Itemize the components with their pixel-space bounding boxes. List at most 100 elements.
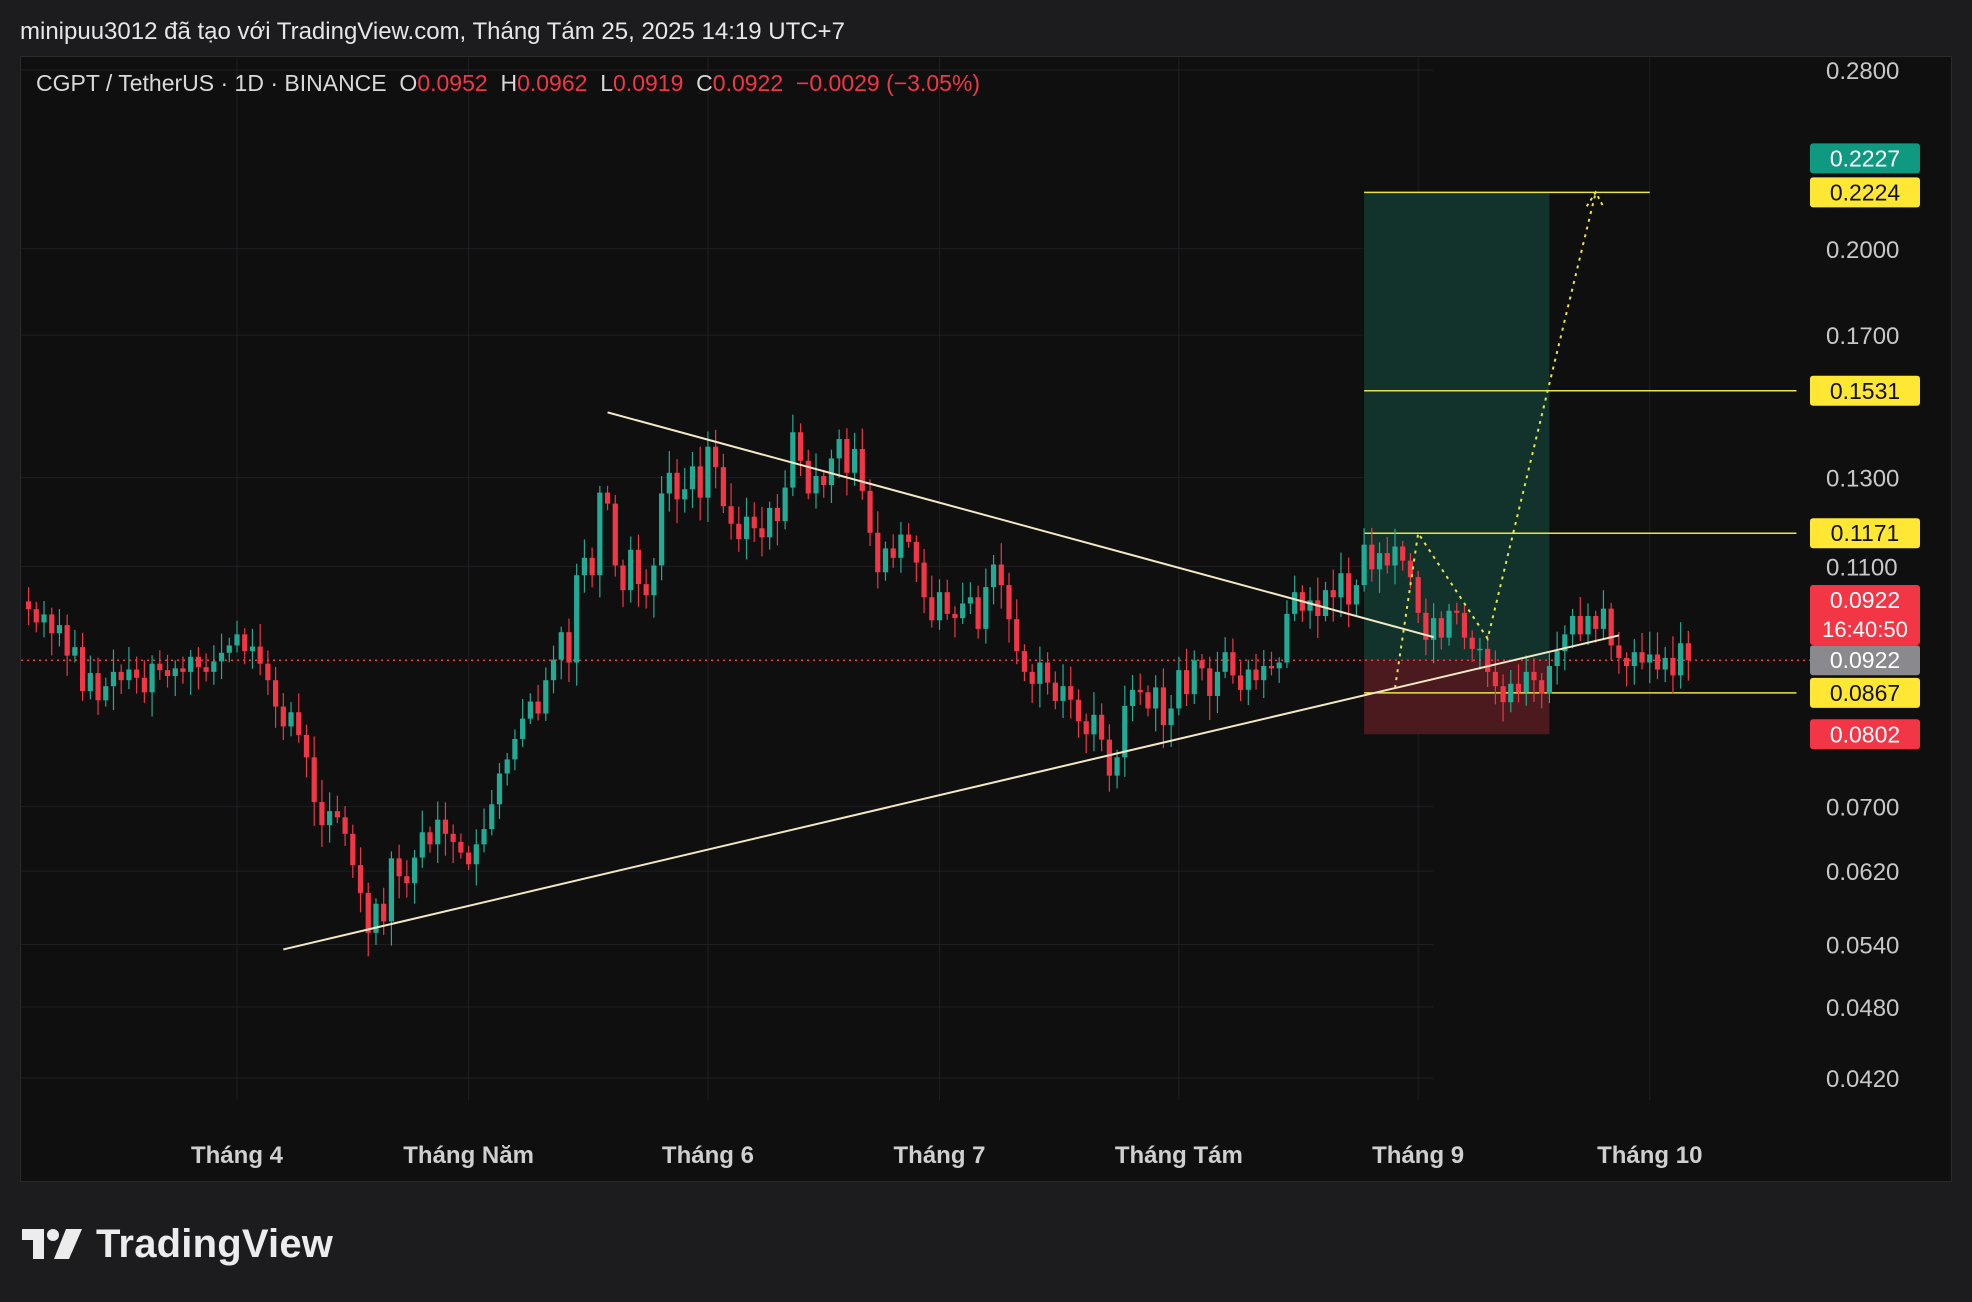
time-tick-label: Tháng 6 (662, 1142, 754, 1169)
price-badge-gray-bg (1810, 645, 1920, 676)
candle-body (64, 625, 70, 656)
candle-body (751, 516, 757, 529)
price-badge-yellow-bg (1810, 177, 1920, 208)
candle-body (774, 507, 780, 522)
candle-body (419, 832, 425, 858)
candle-body (496, 773, 503, 805)
candle-body (1176, 670, 1182, 709)
candle-body (195, 656, 201, 668)
candle-body (226, 645, 232, 653)
candle-body (697, 466, 703, 498)
price-badge-yellow-bg (1810, 375, 1920, 406)
candle-body (49, 614, 55, 634)
price-tick-label: 0.0480 (1826, 995, 1899, 1022)
candle-body (913, 541, 919, 563)
tradingview-logo[interactable]: TradingView (22, 1218, 333, 1270)
projection-arrowhead (1585, 190, 1605, 208)
candle-body (620, 565, 626, 591)
ohlc-legend: CGPT / TetherUS · 1D · BINANCE O0.0952 H… (36, 70, 980, 97)
candle-body (882, 548, 889, 573)
candle-body (1546, 666, 1552, 694)
candle-body (713, 446, 719, 468)
candle-body (535, 701, 541, 714)
candle-body (1106, 739, 1112, 776)
candle-body (311, 757, 317, 803)
bar-countdown: 16:40:50 (1822, 617, 1908, 642)
price-badge-gray: 0.0922 (1830, 647, 1900, 673)
candle-body (350, 833, 356, 866)
candle-body (558, 632, 564, 660)
candle-body (1230, 652, 1236, 676)
candle-body (1338, 573, 1344, 598)
candle-body (643, 584, 649, 596)
high-label: H (500, 70, 518, 96)
candle-body (319, 802, 325, 826)
candle-body (952, 613, 958, 619)
candle-body (581, 557, 587, 576)
candle-body (906, 534, 912, 542)
price-badge-green: 0.2227 (1830, 145, 1900, 171)
candle-body (1639, 652, 1645, 663)
close-label: C (696, 70, 713, 96)
candle-body (450, 833, 456, 842)
candle-body (659, 493, 665, 566)
candle-body (875, 532, 881, 573)
price-tick-label: 0.0620 (1826, 859, 1899, 886)
candle-body (852, 449, 858, 473)
last-price-badge-bg (1810, 585, 1920, 645)
candle-body (1384, 553, 1390, 566)
candle-body (805, 460, 811, 494)
candle-body (396, 858, 402, 877)
candle-body (296, 712, 302, 735)
loss-zone (1364, 660, 1550, 735)
candle-body (1307, 600, 1313, 611)
candle-body (728, 506, 734, 524)
candle-body (1608, 608, 1614, 646)
trendline (607, 411, 1434, 639)
low-value: 0.0919 (613, 70, 684, 96)
candle-body (944, 592, 950, 614)
candle-body (242, 634, 248, 652)
candle-body (373, 903, 379, 933)
price-tick-label: 0.1100 (1826, 554, 1898, 581)
candle-body (628, 549, 634, 591)
candle-body (651, 565, 657, 596)
price-tick-label: 0.0700 (1826, 795, 1899, 822)
price-tick-label: 0.2000 (1826, 237, 1899, 264)
candle-body (1083, 721, 1089, 735)
candle-body (1091, 714, 1097, 735)
open-value: 0.0952 (417, 70, 488, 96)
candle-body (458, 841, 464, 853)
candle-body (1624, 657, 1630, 667)
candle-body (1376, 553, 1383, 570)
candle-body (1415, 577, 1421, 613)
time-tick-label: Tháng Năm (403, 1142, 534, 1169)
candle-body (56, 625, 63, 634)
candle-body (164, 670, 171, 677)
price-badges: 0.0922 16:40:50 0.2227 0.2224 0.1531 0.1171 0.… (1810, 143, 1920, 750)
candle-body (1562, 634, 1568, 652)
candle-body (743, 516, 750, 540)
time-tick-label: Tháng Tám (1115, 1142, 1243, 1169)
price-badge-yellow: 0.2224 (1830, 179, 1901, 205)
candle-body (1268, 666, 1275, 669)
candle-body (1168, 708, 1174, 726)
trendlines (283, 411, 1620, 951)
time-tick-label: Tháng 7 (894, 1142, 986, 1169)
projection-line (1394, 192, 1597, 689)
price-badge-green-bg (1810, 143, 1920, 174)
candle-body (489, 804, 495, 830)
candle-body (80, 647, 86, 692)
candle-body (103, 686, 109, 701)
candle-body (998, 564, 1004, 586)
candle-body (666, 472, 672, 494)
candle-body (1407, 560, 1414, 578)
price-axis: 0.2800 0.2000 0.1700 0.1300 0.1100 0.0700 0.06… (1826, 58, 1899, 1093)
candle-body (1446, 610, 1452, 638)
candle-body (1045, 662, 1051, 683)
candle-body (1315, 600, 1321, 617)
candle-body (790, 432, 796, 488)
candle-body (836, 439, 842, 459)
candle-body (1029, 671, 1035, 684)
